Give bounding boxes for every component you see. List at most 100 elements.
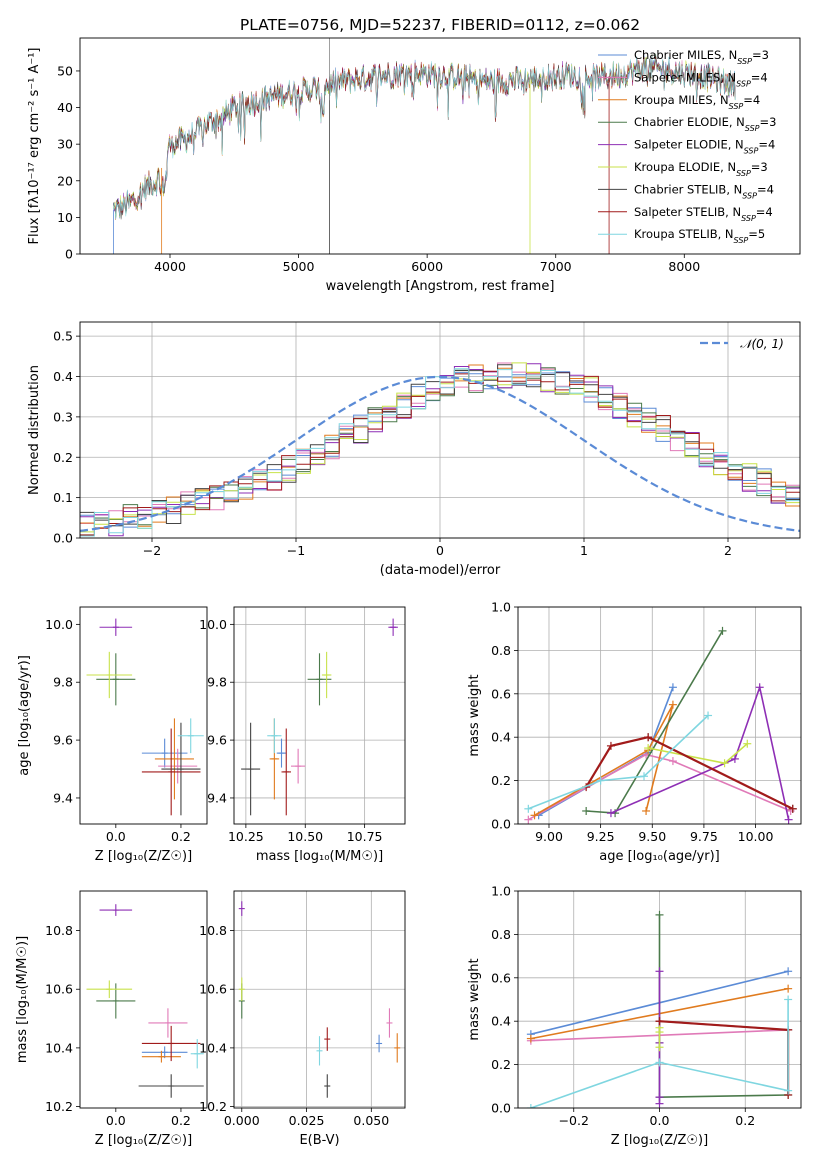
x-tick-label: 0.000	[224, 1113, 260, 1128]
y-tick-label: 9.8	[207, 675, 227, 690]
mass_vs_ebv-panel: 0.000 0.025 0.050 10.2 10.4 10.6 10.8 E(B-V)	[199, 890, 406, 1148]
y-tick-label: 10.4	[199, 1040, 227, 1055]
x-axis-label: wavelength [Angstrom, rest frame]	[326, 279, 555, 294]
y-tick-label: 0.0	[53, 531, 73, 546]
y-tick-label: 0.2	[491, 1057, 511, 1072]
weight-marker-kroupa_stelib	[784, 1086, 793, 1095]
x-tick-label: −0.2	[559, 1113, 589, 1128]
weight_vs_z-frame	[517, 890, 802, 1109]
figure-title: PLATE=0756, MJD=52237, FIBERID=0112, z=0…	[240, 16, 640, 34]
residuals-marks	[80, 362, 800, 537]
y-axis-label: mass weight	[467, 674, 482, 756]
y-axis-label: age [log₁₀(age/yr)]	[17, 655, 32, 776]
errorbar-kroupa_elodie	[238, 977, 245, 1001]
errorbar-salpeter_stelib	[324, 1027, 331, 1051]
y-tick-label: 50	[57, 63, 73, 78]
errorbar-chabrier_miles	[376, 1034, 383, 1053]
errorbar-kroupa_stelib	[267, 718, 282, 754]
weight-marker-kroupa_miles	[642, 806, 651, 815]
plot-layer: 4000 5000 6000 7000 800001020304050wavelengt…	[15, 37, 802, 1148]
weight-line-salpeter_stelib	[585, 736, 794, 810]
errorbar-salpeter_miles	[291, 748, 306, 784]
errorbar-kroupa_stelib	[177, 718, 204, 754]
x-tick-label: 0.050	[353, 1113, 389, 1128]
weight-marker-chabrier_miles	[784, 967, 793, 976]
errorbar-kroupa_miles	[394, 1033, 401, 1063]
weight-marker-kroupa_stelib	[655, 1058, 664, 1067]
y-tick-label: 0.6	[491, 686, 511, 701]
x-tick-label: 9.25	[587, 829, 615, 844]
x-tick-label: 0.2	[735, 1113, 755, 1128]
y-tick-label: 0	[65, 247, 73, 262]
weight_vs_age-frame	[517, 606, 802, 825]
y-tick-label: 10.2	[45, 1099, 73, 1114]
x-tick-label: 0.2	[171, 829, 191, 844]
y-tick-label: 10.8	[45, 923, 73, 938]
weight-marker-salpeter_elodie	[784, 815, 793, 824]
weight-marker-salpeter_elodie	[655, 1099, 664, 1108]
errorbar-kroupa_elodie	[86, 651, 133, 699]
errorbar-chabrier_stelib	[324, 1074, 331, 1098]
weight-marker-kroupa_miles	[526, 1034, 535, 1043]
legend-label-kroupa_elodie: Kroupa ELODIE, NSSP=3	[634, 160, 768, 178]
histogram-kroupa_stelib	[80, 368, 800, 537]
y-tick-label: 10.0	[199, 617, 227, 632]
errorbar-salpeter_stelib	[141, 1025, 201, 1062]
errorbar-chabrier_stelib	[241, 722, 261, 816]
y-tick-label: 0.3	[53, 409, 73, 424]
y-tick-label: 9.6	[53, 733, 73, 748]
y-axis-label: Normed distribution	[27, 365, 42, 495]
weight-marker-kroupa_stelib	[596, 776, 605, 785]
y-tick-label: 0.4	[491, 1014, 511, 1029]
mass_vs_ebv-marks	[238, 901, 401, 1098]
y-tick-label: 40	[57, 100, 73, 115]
weight-line-kroupa_stelib	[530, 999, 789, 1108]
y-tick-label: 0.4	[491, 730, 511, 745]
y-tick-label: 0.2	[491, 773, 511, 788]
legend-label-salpeter_stelib: Salpeter STELIB, NSSP=4	[634, 205, 773, 223]
errorbar-chabrier_elodie	[96, 983, 136, 1019]
y-tick-label: 10.8	[199, 923, 227, 938]
weight-marker-kroupa_elodie	[720, 759, 729, 768]
normal-curve	[80, 375, 800, 532]
histogram-kroupa_elodie	[80, 362, 800, 533]
x-axis-label: age [log₁₀(age/yr)]	[599, 849, 720, 864]
weight-line-kroupa_stelib	[528, 714, 709, 810]
x-tick-label: 10.25	[228, 829, 264, 844]
histogram-chabrier_elodie	[80, 367, 800, 536]
y-tick-label: 10.4	[45, 1040, 73, 1055]
mass_vs_z-frame	[79, 890, 208, 1109]
weight_vs_age-panel: 9.00 9.25 9.50 9.75 10.00 0.0 0.2 0.4 0.6 0.8 1.0 a…	[467, 600, 802, 864]
legend-label-kroupa_miles: Kroupa MILES, NSSP=4	[634, 93, 760, 111]
y-tick-label: 0.0	[491, 1101, 511, 1116]
spectrum-marks	[113, 38, 736, 254]
y-axis-label: mass [log₁₀(M/M☉)]	[15, 936, 30, 1063]
mass_vs_z-panel: 0.0 0.2 10.2 10.4 10.6 10.8 Z [log₁₀(Z/Z☉)] mas…	[15, 890, 208, 1148]
weight-marker-salpeter_miles	[524, 815, 533, 824]
x-tick-label: 10.75	[347, 829, 383, 844]
y-tick-label: 10.2	[199, 1099, 227, 1114]
errorbar-salpeter_elodie	[99, 618, 133, 636]
y-tick-label: 0.4	[53, 369, 73, 384]
weight-marker-chabrier_elodie	[582, 806, 591, 815]
weight_vs_z-marks	[526, 910, 793, 1108]
errorbar-kroupa_miles	[141, 1050, 181, 1063]
y-tick-label: 30	[57, 137, 73, 152]
x-axis-label: Z [log₁₀(Z/Z☉)]	[611, 1133, 708, 1148]
age_vs_z-marks	[86, 618, 204, 816]
weight-marker-salpeter_stelib	[606, 741, 615, 750]
y-tick-label: 10.6	[45, 982, 73, 997]
weight-marker-kroupa_stelib	[704, 711, 713, 720]
y-axis-label: mass weight	[467, 958, 482, 1040]
x-tick-label: 1	[580, 543, 588, 558]
weight-line-kroupa_miles	[534, 704, 674, 816]
weight-marker-kroupa_stelib	[640, 772, 649, 781]
errorbar-chabrier_elodie	[307, 653, 332, 706]
age_vs_mass-marks	[241, 618, 398, 816]
x-tick-label: 9.00	[535, 829, 563, 844]
weight-marker-kroupa_stelib	[524, 804, 533, 813]
legend-label-salpeter_elodie: Salpeter ELODIE, NSSP=4	[634, 138, 775, 156]
legend-label-salpeter_miles: Salpeter MILES, NSSP=4	[634, 70, 768, 88]
age_vs_mass-panel: 10.25 10.50 10.75 9.4 9.6 9.8 10.0 mass [log₁₀(…	[199, 606, 406, 864]
x-tick-label: 9.75	[690, 829, 718, 844]
